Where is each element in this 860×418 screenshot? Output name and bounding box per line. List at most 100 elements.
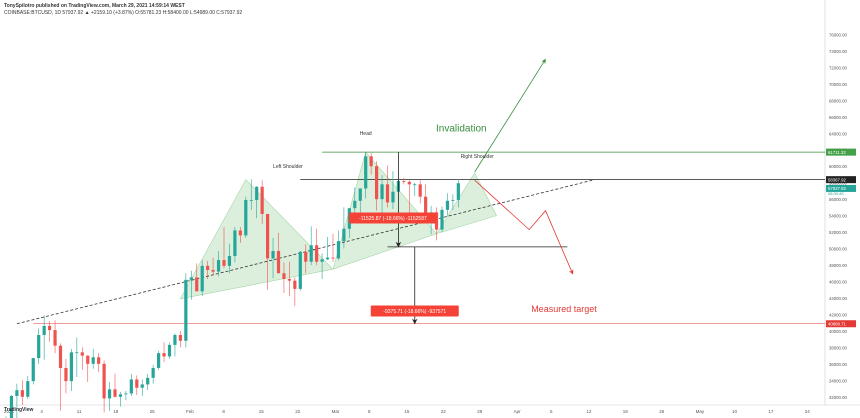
candle[interactable]: [353, 200, 357, 209]
candle[interactable]: [227, 255, 232, 266]
price-scale[interactable]: [825, 0, 860, 418]
candle[interactable]: [402, 181, 406, 182]
candle[interactable]: [282, 273, 286, 280]
candle[interactable]: [211, 269, 215, 272]
candle[interactable]: [42, 325, 46, 336]
candle[interactable]: [140, 384, 144, 388]
invalidation-price-tag: 61711.33: [828, 150, 846, 155]
candle[interactable]: [364, 156, 368, 189]
candle[interactable]: [315, 245, 319, 262]
y-tick-label: 58000.00: [829, 181, 848, 186]
candle[interactable]: [222, 260, 226, 266]
x-tick-label: 8: [222, 409, 225, 414]
candle[interactable]: [48, 325, 52, 331]
candle[interactable]: [91, 357, 95, 364]
candle[interactable]: [287, 279, 291, 281]
candle[interactable]: [31, 358, 35, 382]
candle[interactable]: [293, 280, 297, 289]
y-tick-label: 32000.00: [829, 395, 848, 400]
candle[interactable]: [135, 379, 139, 388]
candle[interactable]: [375, 166, 379, 200]
candle[interactable]: [97, 357, 101, 364]
symbol-line: COINBASE:BTCUSD, 1D 57937.92 ▲ +2159.10 …: [4, 10, 243, 16]
candle[interactable]: [233, 230, 237, 256]
candle[interactable]: [445, 200, 450, 210]
right-shoulder-label: Right Shoulder: [461, 154, 494, 160]
candle[interactable]: [195, 277, 199, 292]
candle[interactable]: [58, 345, 63, 368]
candle[interactable]: [440, 209, 444, 230]
x-tick-label: 19: [623, 409, 629, 414]
candle[interactable]: [189, 277, 193, 280]
candle[interactable]: [80, 352, 84, 356]
candle[interactable]: [276, 251, 281, 274]
candle[interactable]: [206, 265, 210, 270]
current-price-tag: 57937.92: [828, 186, 847, 191]
candle[interactable]: [75, 352, 79, 354]
candle[interactable]: [86, 355, 90, 364]
candle[interactable]: [9, 395, 14, 418]
candle[interactable]: [385, 184, 390, 203]
candle[interactable]: [173, 335, 177, 345]
neckline-price-tag: 58367.92: [828, 177, 847, 182]
y-tick-label: 74000.00: [829, 49, 848, 54]
candle[interactable]: [37, 335, 41, 359]
y-tick-label: 76000.00: [829, 32, 848, 37]
candle[interactable]: [260, 186, 264, 214]
candle[interactable]: [178, 335, 182, 341]
candle[interactable]: [418, 184, 422, 197]
candle[interactable]: [118, 394, 123, 397]
candle[interactable]: [304, 251, 308, 262]
candle[interactable]: [129, 379, 133, 394]
candle[interactable]: [20, 390, 24, 397]
y-tick-label: 42000.00: [829, 312, 848, 317]
candle[interactable]: [407, 181, 411, 185]
candle[interactable]: [298, 251, 302, 289]
shoulder-triangle: [435, 172, 497, 235]
candle[interactable]: [424, 196, 428, 216]
candle[interactable]: [184, 279, 188, 341]
publisher-line: TonySpilotro published on TradingView.co…: [4, 3, 185, 9]
candle[interactable]: [271, 251, 275, 259]
candle[interactable]: [413, 184, 417, 186]
candle[interactable]: [451, 199, 455, 201]
candle[interactable]: [325, 257, 330, 260]
candle[interactable]: [255, 186, 259, 200]
candle[interactable]: [249, 199, 253, 201]
candle[interactable]: [342, 228, 346, 242]
candle[interactable]: [113, 389, 117, 397]
candle[interactable]: [200, 265, 204, 292]
candle[interactable]: [69, 352, 73, 382]
x-tick-label: 12: [586, 409, 592, 414]
candle[interactable]: [216, 260, 221, 272]
candle[interactable]: [151, 367, 155, 378]
candle[interactable]: [331, 257, 335, 259]
candle[interactable]: [157, 353, 161, 368]
candle[interactable]: [124, 393, 128, 395]
candle[interactable]: [238, 230, 242, 236]
candle[interactable]: [167, 344, 172, 357]
candle[interactable]: [146, 377, 150, 385]
candle[interactable]: [309, 245, 313, 262]
candle[interactable]: [53, 330, 57, 346]
x-tick-label: 10: [732, 409, 738, 414]
candle[interactable]: [266, 213, 270, 259]
candle[interactable]: [336, 241, 341, 259]
candle[interactable]: [102, 363, 106, 399]
candle[interactable]: [456, 183, 460, 200]
candle[interactable]: [380, 184, 384, 200]
candle[interactable]: [369, 156, 373, 167]
candle[interactable]: [107, 389, 112, 399]
candle[interactable]: [244, 199, 248, 236]
candle[interactable]: [358, 188, 362, 201]
candle[interactable]: [320, 259, 324, 262]
candle[interactable]: [391, 191, 395, 203]
measure-box-1: -11525.87 (-18.66%) -1152587: [359, 216, 427, 222]
candle[interactable]: [15, 390, 19, 396]
measure-box-1-bg: [348, 212, 437, 224]
candle[interactable]: [162, 353, 166, 357]
candle[interactable]: [64, 367, 68, 382]
candle[interactable]: [26, 381, 30, 397]
x-tick-label: 4: [40, 409, 43, 414]
